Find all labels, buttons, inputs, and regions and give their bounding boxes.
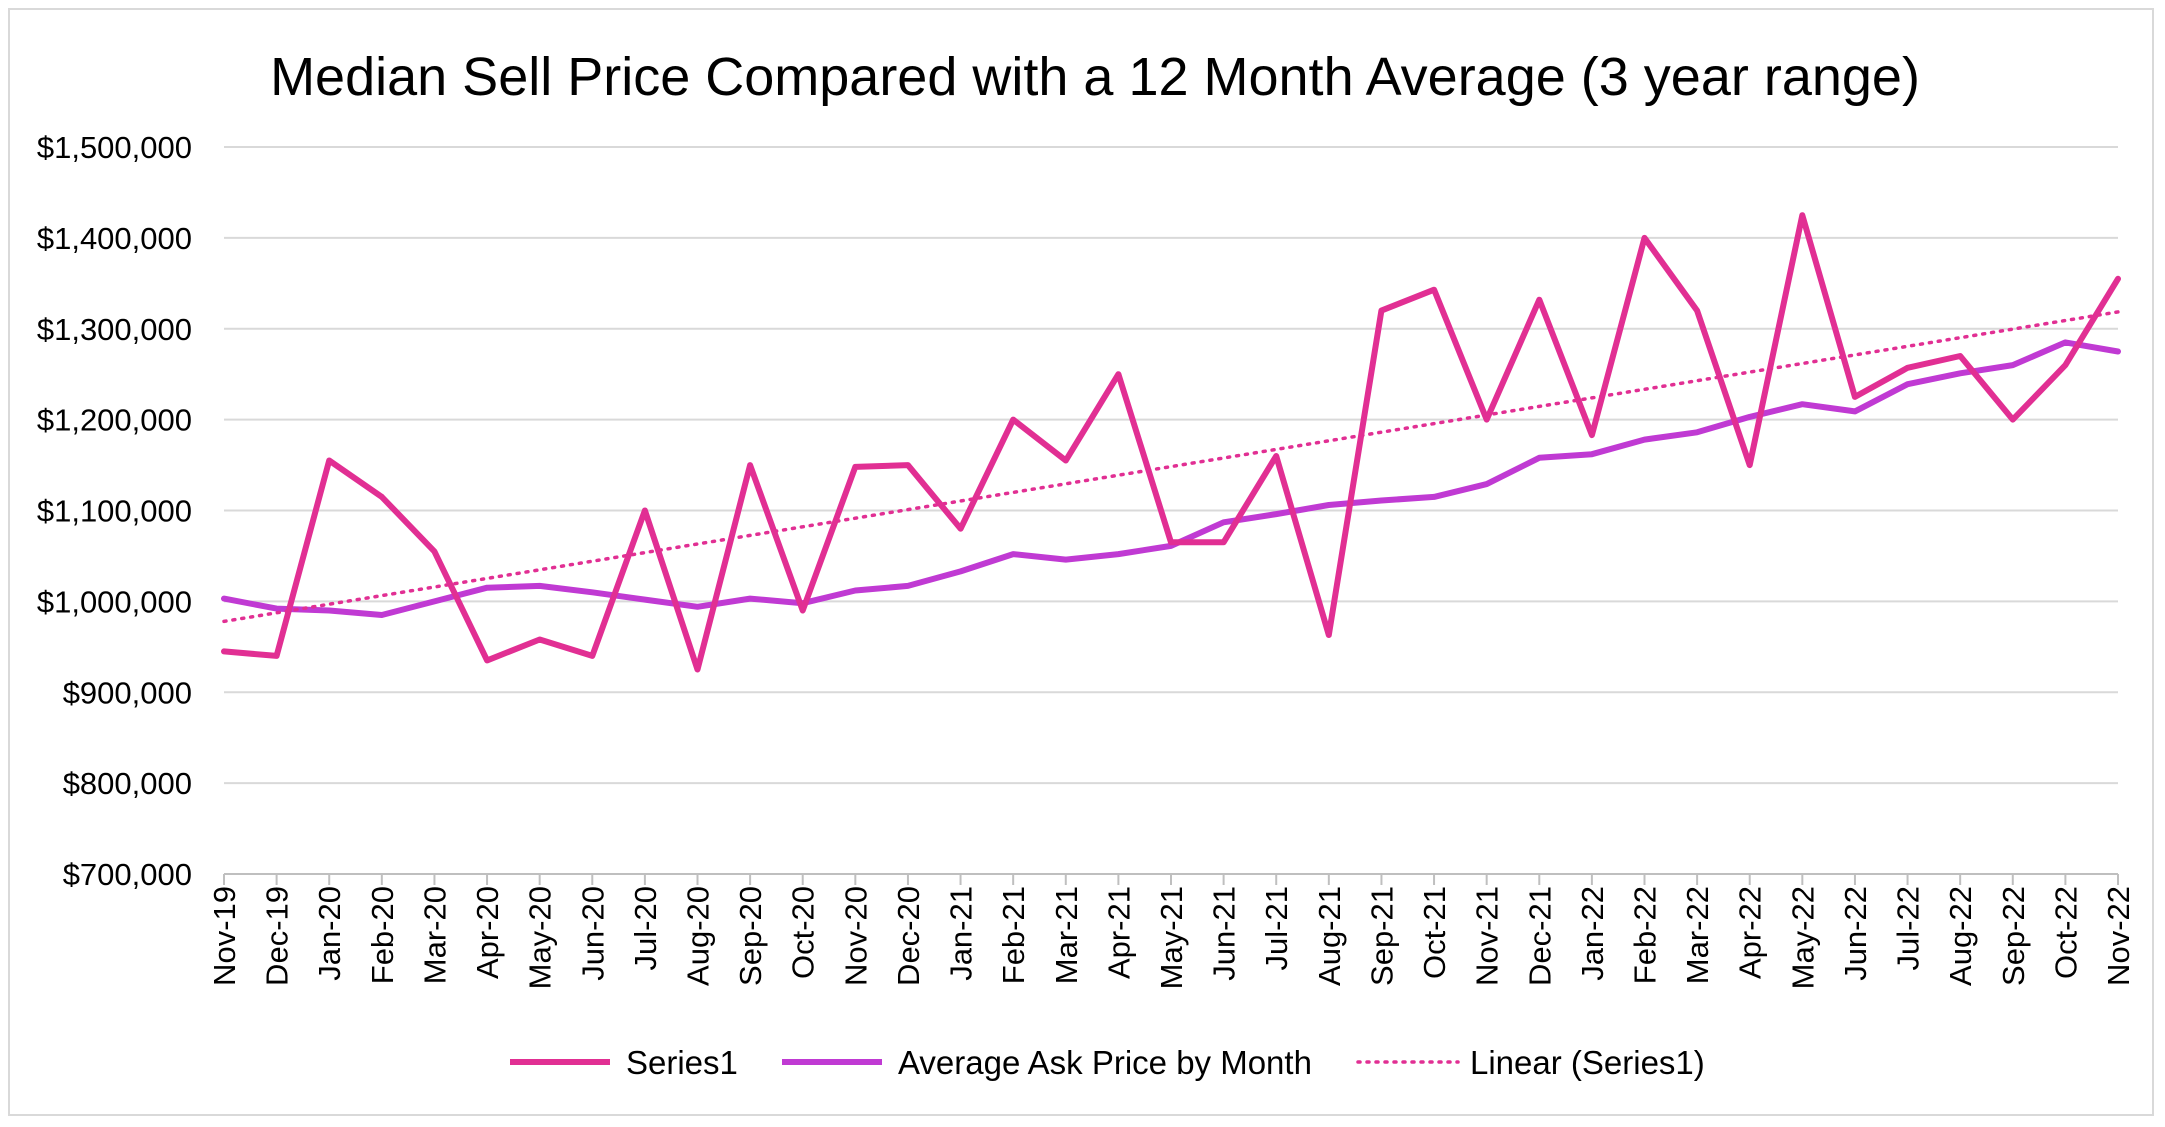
x-tick-label: Oct-22 <box>2048 886 2083 979</box>
x-tick-label: Mar-21 <box>1049 886 1084 984</box>
chart-svg: Median Sell Price Compared with a 12 Mon… <box>37 47 2136 1081</box>
x-axis <box>223 873 2119 885</box>
x-tick-label: Dec-21 <box>1522 886 1557 986</box>
x-tick-label: Jun-21 <box>1207 886 1242 981</box>
chart-frame: Median Sell Price Compared with a 12 Mon… <box>8 8 2154 1116</box>
gridlines <box>224 146 2118 785</box>
series-lines <box>221 212 2121 673</box>
x-tick-label: Jul-20 <box>628 886 663 970</box>
x-tick-label: Mar-20 <box>417 886 452 984</box>
x-tick-label: Sep-22 <box>1996 886 2031 986</box>
x-tick-label: Dec-20 <box>891 886 926 986</box>
x-tick-label: May-21 <box>1154 886 1189 989</box>
x-tick-label: Jan-20 <box>312 886 347 981</box>
x-tick-label: Feb-22 <box>1628 886 1663 984</box>
y-tick-label: $800,000 <box>63 766 192 801</box>
x-tick-label: Sep-21 <box>1364 886 1399 986</box>
series-line-2 <box>222 310 2120 624</box>
x-tick-label: Jul-22 <box>1891 886 1926 970</box>
x-tick-label: Aug-20 <box>681 886 716 986</box>
x-tick-label: Nov-21 <box>1470 886 1505 986</box>
x-tick-label: Dec-19 <box>260 886 295 986</box>
x-tick-label: May-20 <box>523 886 558 989</box>
legend-label-2: Linear (Series1) <box>1470 1044 1705 1081</box>
x-tick-label: Jun-20 <box>575 886 610 981</box>
x-tick-label: Oct-20 <box>786 886 821 979</box>
x-tick-label: Jan-21 <box>944 886 979 981</box>
x-tick-label: Nov-22 <box>2101 886 2136 986</box>
x-tick-label: Oct-21 <box>1417 886 1452 979</box>
x-tick-label: Apr-22 <box>1733 886 1768 979</box>
x-tick-label: Jul-21 <box>1259 886 1294 970</box>
x-axis-tick-labels: Nov-19 Dec-19 Jan-20 Feb-20 Mar-20 Apr-20 May-… <box>207 886 2136 989</box>
x-tick-label: Apr-20 <box>470 886 505 979</box>
x-tick-label: Jan-22 <box>1575 886 1610 981</box>
legend-label-0: Series1 <box>626 1044 738 1081</box>
legend: Series1 Average Ask Price by Month Linear … <box>510 1044 1705 1081</box>
y-tick-label: $1,200,000 <box>37 403 192 438</box>
x-tick-label: Aug-22 <box>1943 886 1978 986</box>
y-tick-label: $1,100,000 <box>37 494 192 529</box>
x-tick-label: Feb-20 <box>365 886 400 984</box>
y-tick-label: $1,500,000 <box>37 130 192 165</box>
y-tick-label: $900,000 <box>63 675 192 710</box>
y-tick-label: $1,400,000 <box>37 221 192 256</box>
y-tick-label: $700,000 <box>63 857 192 892</box>
x-tick-label: Apr-21 <box>1101 886 1136 979</box>
x-tick-label: Jun-22 <box>1838 886 1873 981</box>
x-tick-label: May-22 <box>1785 886 1820 989</box>
y-tick-label: $1,300,000 <box>37 312 192 347</box>
chart-title: Median Sell Price Compared with a 12 Mon… <box>270 47 1920 107</box>
series-line-0 <box>221 212 2121 673</box>
x-tick-label: Feb-21 <box>996 886 1031 984</box>
x-tick-label: Nov-20 <box>838 886 873 986</box>
y-tick-label: $1,000,000 <box>37 584 192 619</box>
x-tick-label: Sep-20 <box>733 886 768 986</box>
x-tick-label: Nov-19 <box>207 886 242 986</box>
x-tick-label: Mar-22 <box>1680 886 1715 984</box>
series-line-1 <box>221 339 2121 618</box>
y-axis-tick-labels: $700,000 $800,000 $900,000 $1,000,000 $1,100… <box>37 130 192 892</box>
legend-label-1: Average Ask Price by Month <box>898 1044 1312 1081</box>
x-tick-label: Aug-21 <box>1312 886 1347 986</box>
